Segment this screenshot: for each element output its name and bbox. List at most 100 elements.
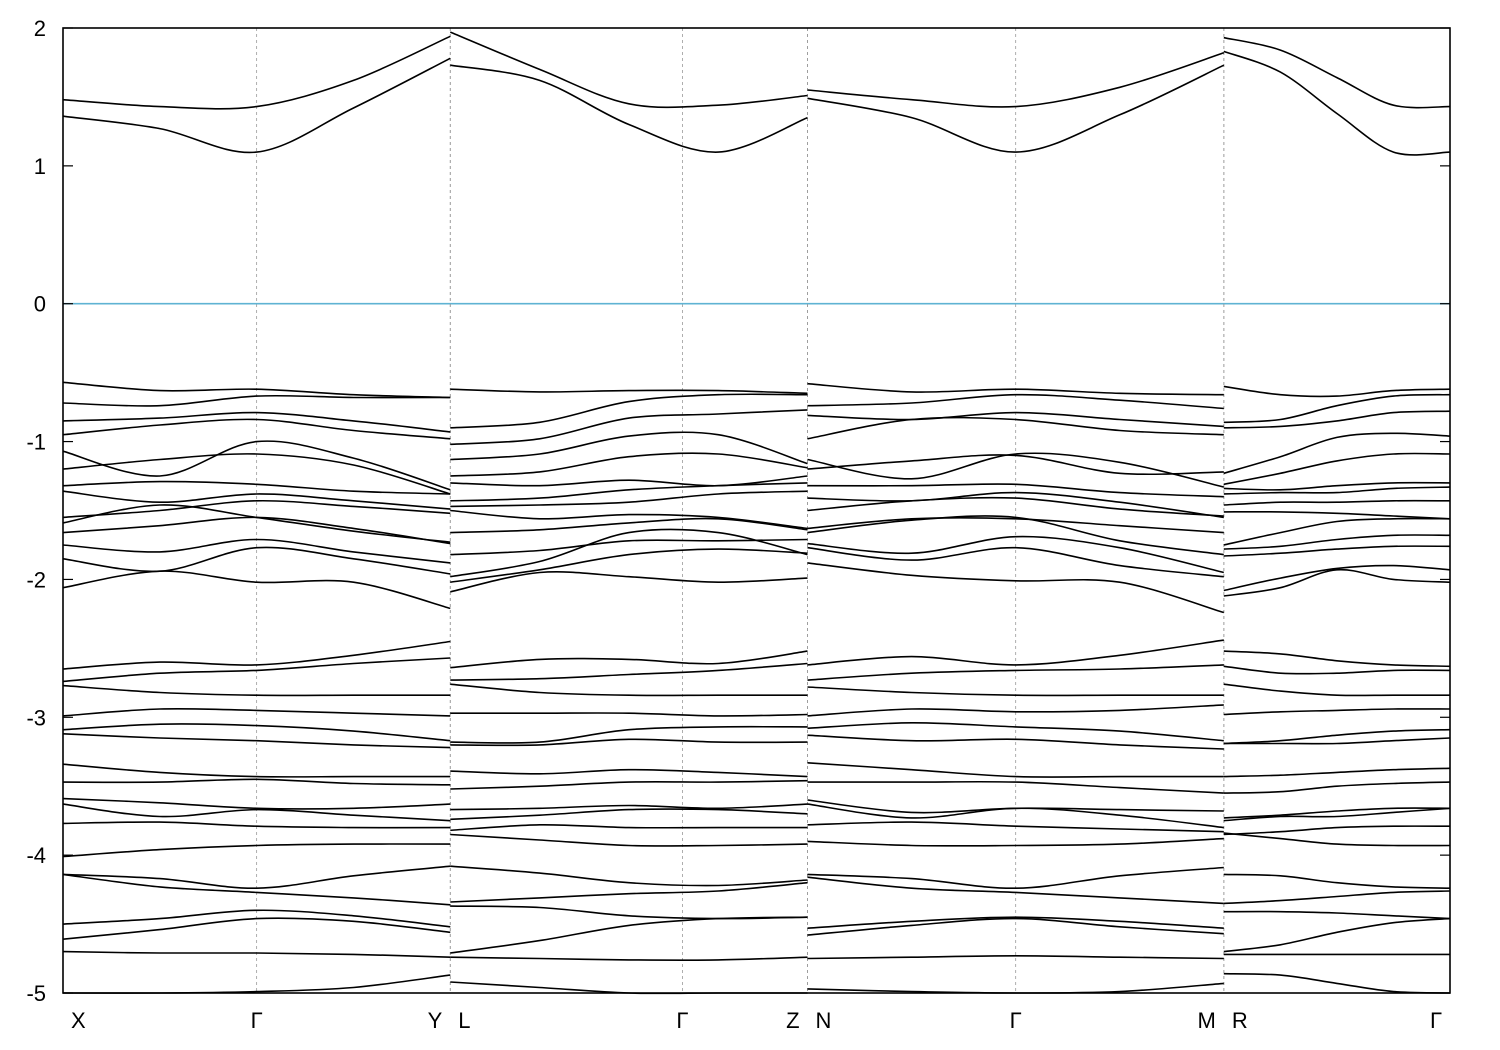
y-tick-label: -3 — [26, 705, 46, 730]
band-line — [1223, 517, 1451, 546]
band-line — [62, 917, 451, 940]
band-line — [807, 491, 1224, 519]
band-line — [450, 528, 808, 578]
band-line — [1223, 452, 1451, 486]
band-line — [62, 570, 451, 610]
band-line — [1223, 728, 1451, 745]
band-line — [450, 64, 808, 153]
band-line — [450, 808, 808, 821]
band-line — [807, 535, 1224, 574]
band-line — [1223, 545, 1451, 557]
band-line — [807, 734, 1224, 750]
band-line — [449, 31, 808, 109]
band-line — [450, 865, 808, 887]
band-line — [807, 954, 1224, 960]
band-line — [807, 516, 1224, 534]
band-line — [62, 516, 451, 545]
band-line — [450, 738, 808, 747]
band-line — [450, 393, 808, 429]
band-line — [450, 431, 808, 465]
y-tick-label: -1 — [26, 430, 46, 455]
band-line — [450, 388, 808, 395]
band-line — [1223, 807, 1451, 819]
band-line — [1223, 534, 1451, 550]
band-line — [62, 381, 451, 399]
band-line — [807, 917, 1224, 936]
band-line — [450, 905, 808, 920]
band-line — [807, 821, 1224, 833]
band-line — [62, 546, 451, 575]
band-line — [450, 409, 808, 446]
y-tick-label: -5 — [26, 981, 46, 1006]
band-line — [807, 52, 1225, 108]
y-tick-label: -2 — [26, 567, 46, 592]
band-line — [807, 803, 1224, 829]
band-line — [450, 482, 808, 502]
band-line — [1223, 910, 1451, 920]
band-line — [1223, 486, 1451, 495]
band-line — [807, 496, 1224, 517]
band-line — [1223, 385, 1451, 398]
band-line — [807, 762, 1224, 778]
axes — [62, 27, 1451, 994]
band-line — [450, 509, 808, 530]
x-tick-label: Γ — [251, 1008, 263, 1033]
band-line — [807, 721, 1224, 742]
band-line — [62, 778, 451, 786]
grid-lines — [63, 28, 1450, 993]
band-line — [450, 833, 808, 847]
band-line — [450, 956, 808, 961]
band-line — [450, 712, 808, 717]
band-line — [450, 475, 808, 487]
band-line — [807, 837, 1224, 847]
band-line — [1223, 825, 1451, 836]
band-line — [1223, 499, 1451, 506]
band-line — [450, 548, 808, 583]
band-line — [62, 490, 451, 510]
band-line — [62, 909, 451, 928]
band-line — [62, 57, 451, 154]
band-line — [1223, 481, 1451, 491]
band-line — [1223, 650, 1451, 668]
band-line — [62, 440, 451, 491]
band-line — [62, 974, 451, 994]
band-line — [450, 981, 808, 995]
band-line — [1223, 36, 1451, 109]
y-tick-label: 0 — [34, 292, 46, 317]
x-tick-label: M — [1198, 1008, 1216, 1033]
band-line — [62, 763, 451, 778]
band-line — [62, 499, 451, 519]
band-line — [450, 571, 808, 593]
band-line — [1223, 708, 1451, 716]
band-line — [62, 657, 451, 683]
x-tick-label: L — [458, 1008, 470, 1033]
band-line — [1223, 873, 1451, 889]
band-line — [450, 650, 808, 669]
band-line — [62, 35, 451, 110]
band-line — [1223, 917, 1451, 953]
x-tick-label: Γ — [1010, 1008, 1022, 1033]
band-line — [1223, 665, 1451, 675]
band-line — [62, 418, 451, 440]
band-line — [807, 916, 1224, 929]
band-line — [62, 873, 451, 906]
band-line — [1223, 393, 1451, 424]
band-line — [807, 876, 1224, 905]
tick-labels: 2 1 0 -1 -2 -3 -4 -5 X Γ Y L Γ Z N Γ M R Γ — [26, 16, 1442, 1033]
band-line — [450, 881, 808, 903]
band-line — [1223, 767, 1451, 778]
x-tick-label: Γ — [676, 1008, 688, 1033]
band-line — [62, 723, 451, 742]
band-line — [1223, 737, 1451, 745]
band-line — [807, 515, 1224, 556]
band-line — [1223, 890, 1451, 905]
band-line — [62, 684, 451, 697]
x-tick-label: Γ — [1430, 1008, 1442, 1033]
band-line — [62, 640, 451, 670]
band-line — [450, 452, 808, 477]
band-line — [450, 916, 808, 954]
band-line — [450, 725, 808, 744]
band-line — [450, 768, 808, 778]
y-tick-label: 2 — [34, 16, 46, 41]
